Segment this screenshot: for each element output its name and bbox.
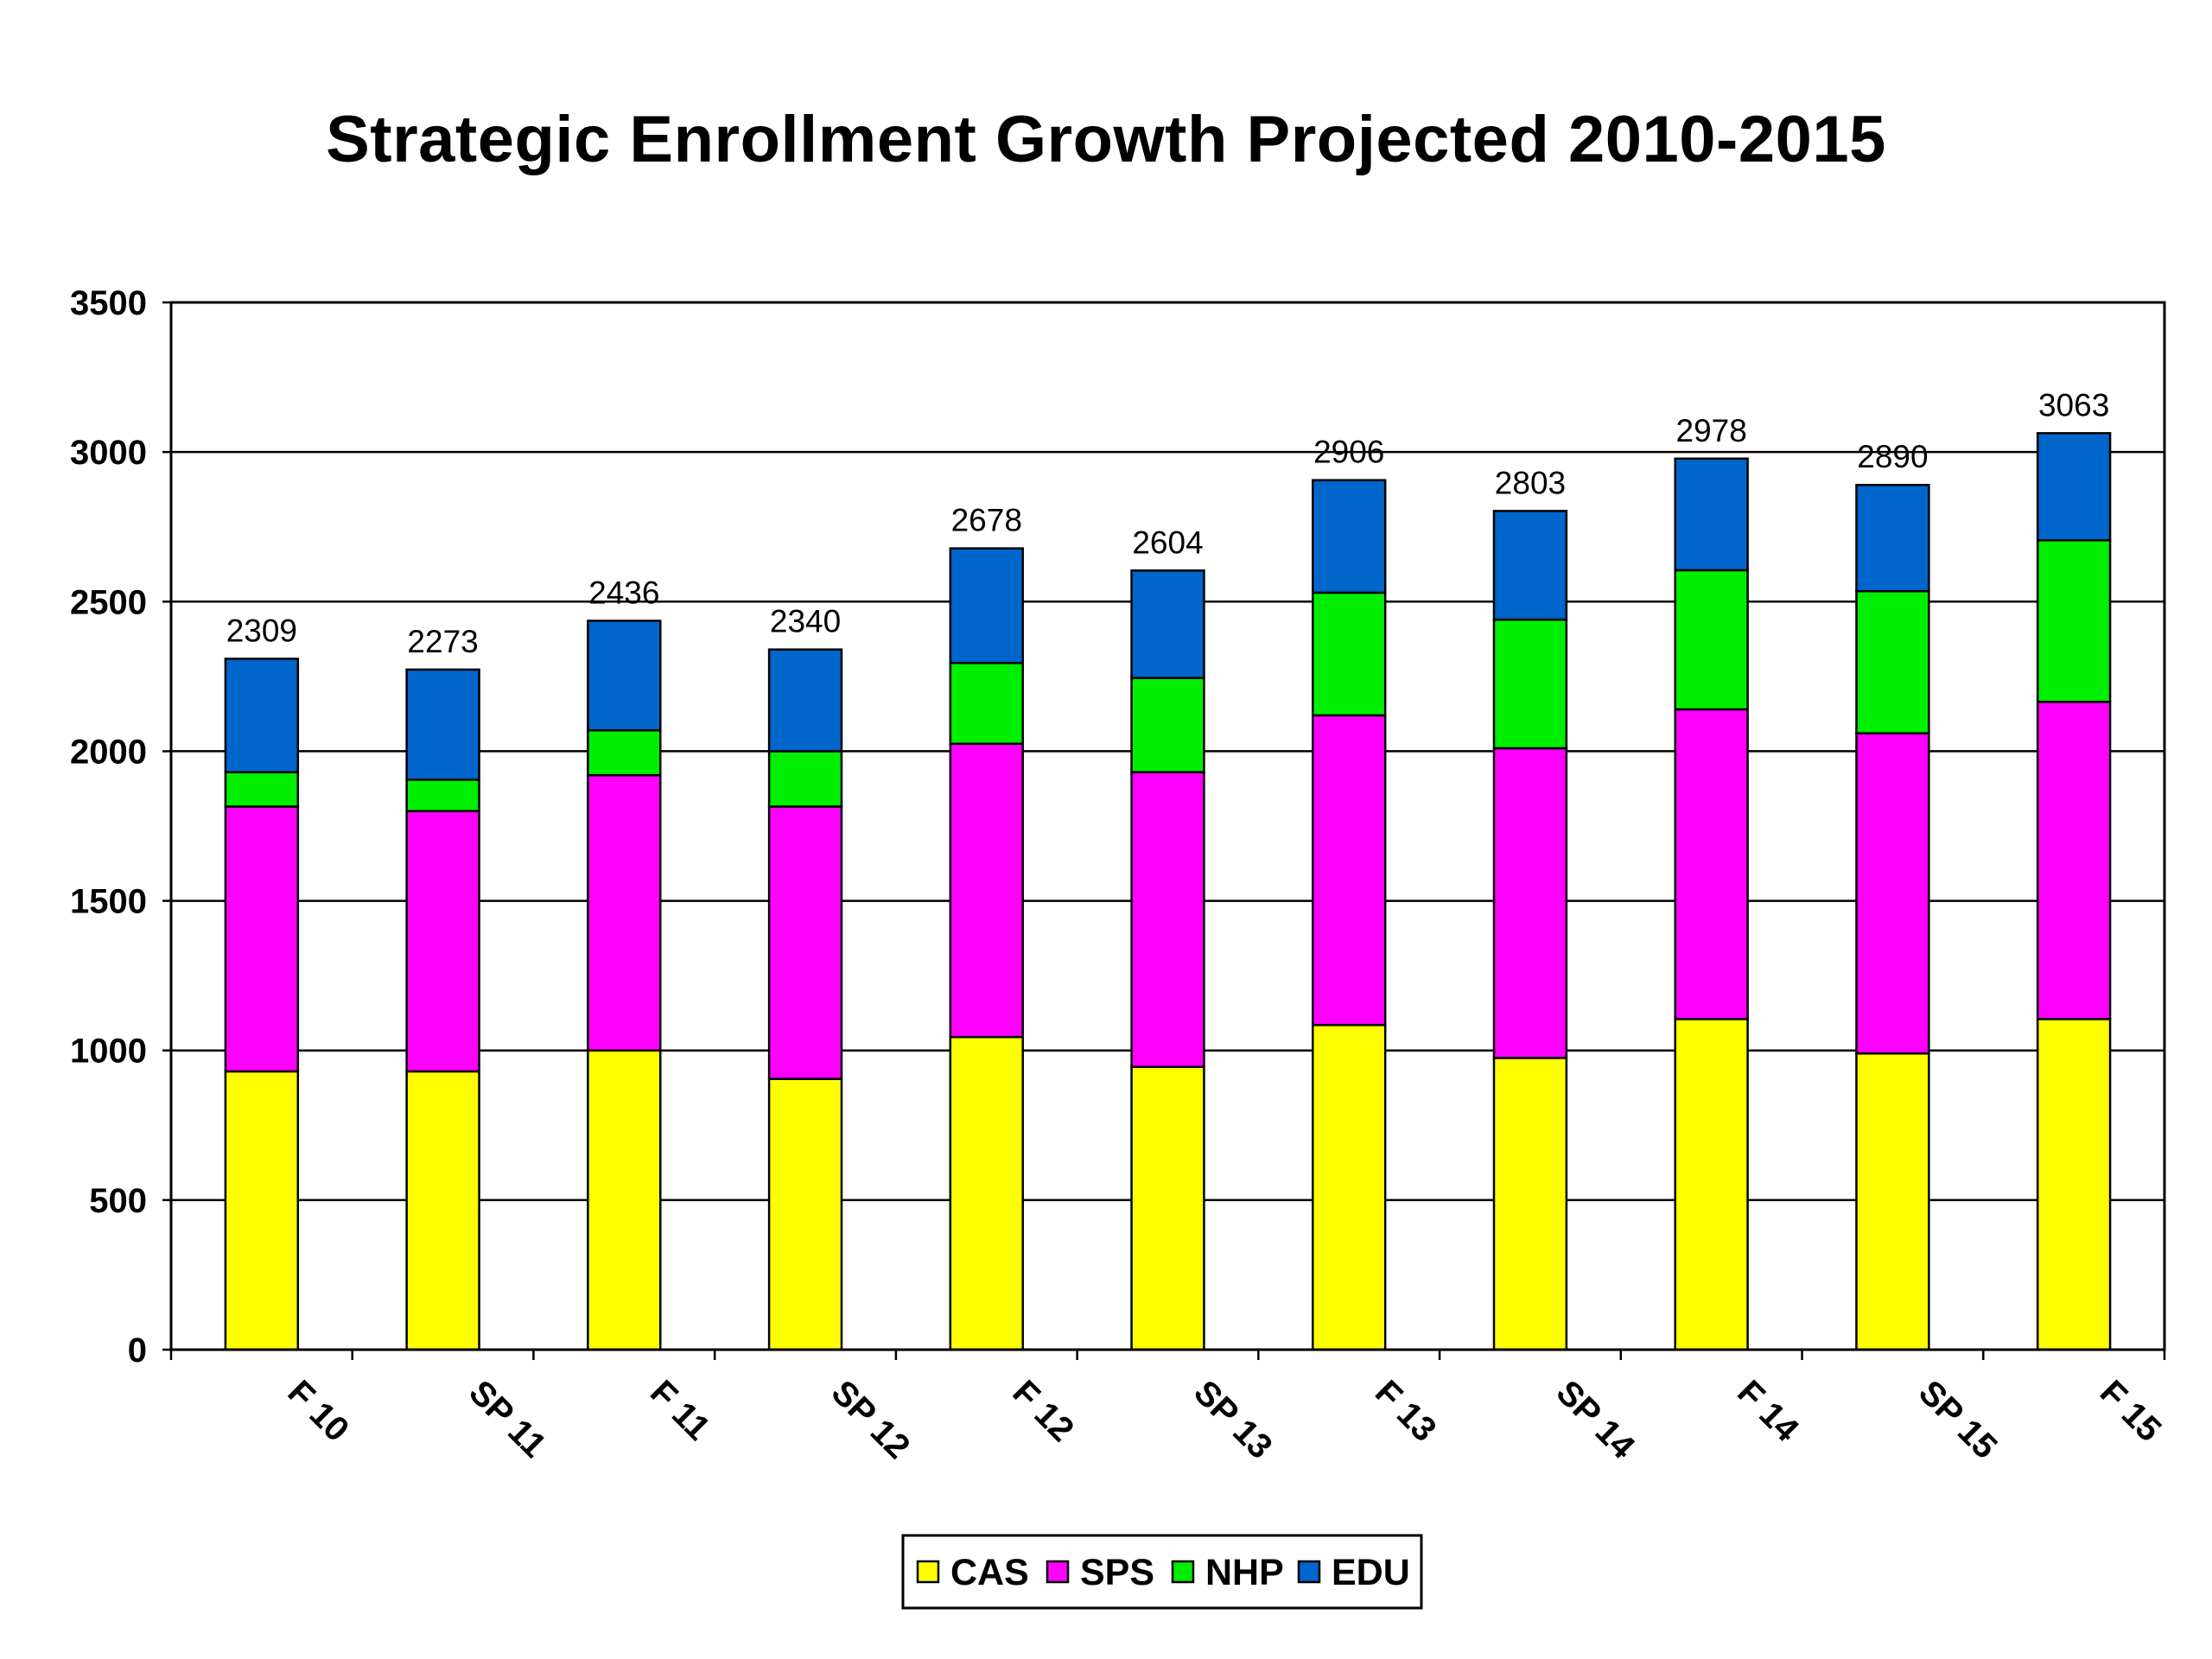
bar-segment-edu <box>1674 457 1749 572</box>
legend-label-edu: EDU <box>1332 1552 1410 1593</box>
y-tick-label: 2500 <box>70 583 147 621</box>
total-data-label: 2906 <box>1313 435 1384 470</box>
x-tick-label: F 15 <box>2093 1373 2169 1449</box>
y-tick-label: 1500 <box>70 883 147 921</box>
legend-label-cas: CAS <box>950 1552 1029 1593</box>
bar-segment-nhp <box>1492 618 1568 750</box>
x-tick-label: SP 15 <box>1911 1373 2005 1466</box>
legend-swatch-cas <box>916 1560 940 1584</box>
bar-segment-cas <box>767 1077 843 1351</box>
bar-segment-cas <box>1674 1018 1749 1351</box>
bar-segment-sps <box>224 805 300 1073</box>
bar-segment-nhp <box>405 779 480 812</box>
total-data-label: 2803 <box>1495 465 1566 500</box>
bar-segment-nhp <box>2036 539 2112 703</box>
bar-segment-edu <box>587 620 662 732</box>
bar-segment-cas <box>949 1035 1024 1351</box>
total-data-label: 2604 <box>1132 524 1203 560</box>
legend: CAS SPS NHP EDU <box>901 1534 1423 1610</box>
bar-segment-nhp <box>949 662 1024 746</box>
total-data-label: 2890 <box>1857 439 1928 474</box>
x-tick-label: F 11 <box>643 1373 717 1447</box>
x-tick-label: F 12 <box>1005 1373 1081 1449</box>
bar-segment-nhp <box>1855 589 1930 734</box>
bar-segment-nhp <box>767 750 843 808</box>
y-tick-label: 3500 <box>70 284 147 322</box>
plot-frame <box>169 301 2166 1351</box>
x-tick-label: SP 11 <box>461 1373 553 1465</box>
bar-segment-cas <box>405 1070 480 1351</box>
y-tick-label: 3000 <box>70 434 147 472</box>
bar-segment-sps <box>949 742 1024 1039</box>
data-labels: 2309 2273 2436 2340 2678 2604 2906 2803 2978 2890… <box>226 387 2110 659</box>
bar-segment-sps <box>1312 714 1387 1027</box>
bar-segment-cas <box>1492 1057 1568 1351</box>
legend-label-nhp: NHP <box>1205 1552 1284 1593</box>
bar-segment-sps <box>2036 701 2112 1020</box>
total-data-label: 3063 <box>2038 387 2109 423</box>
bar-segment-nhp <box>587 728 662 777</box>
bar-segment-cas <box>1855 1052 1930 1351</box>
bar-segment-edu <box>1855 483 1930 593</box>
bar-segment-nhp <box>1674 569 1749 711</box>
bar-segment-nhp <box>1130 677 1205 773</box>
x-tick-label: SP 14 <box>1549 1373 1643 1466</box>
bar-segment-nhp <box>1312 591 1387 717</box>
legend-swatch-sps <box>1046 1560 1070 1584</box>
axes: 0 500 1000 1500 2000 2500 3000 3500 F 10 SP 11 F 1… <box>70 284 2168 1466</box>
total-data-label: 2340 <box>770 604 841 639</box>
bar-segment-edu <box>405 668 480 781</box>
chart-title: Strategic Enrollment Growth Projected 20… <box>326 103 1886 176</box>
bar-segment-cas <box>1312 1024 1387 1351</box>
x-tick-label: F 14 <box>1730 1373 1806 1449</box>
bar-segment-nhp <box>224 771 300 808</box>
legend-box <box>901 1534 1423 1610</box>
bar-segment-cas <box>224 1070 300 1351</box>
y-tick-label: 0 <box>128 1332 147 1370</box>
bars <box>224 432 2112 1351</box>
bar-segment-sps <box>1492 747 1568 1059</box>
total-data-label: 2273 <box>407 624 478 659</box>
bar-segment-edu <box>1492 510 1568 621</box>
bar-segment-edu <box>2036 432 2112 542</box>
x-tick-label: F 10 <box>280 1373 356 1449</box>
bar-segment-edu <box>767 648 843 753</box>
bar-segment-sps <box>1855 732 1930 1055</box>
bar-segment-cas <box>587 1049 662 1351</box>
bar-segment-edu <box>949 547 1024 664</box>
bar-segment-cas <box>1130 1065 1205 1351</box>
total-data-label: 2436 <box>588 575 659 610</box>
total-data-label: 2978 <box>1676 413 1747 448</box>
x-tick-label: SP 13 <box>1186 1373 1280 1466</box>
total-data-label: 2678 <box>951 503 1022 538</box>
bar-segment-sps <box>767 805 843 1080</box>
x-tick-label: SP 12 <box>824 1373 918 1466</box>
bar-segment-cas <box>2036 1018 2112 1351</box>
bar-segment-edu <box>1312 479 1387 594</box>
legend-swatch-nhp <box>1171 1560 1195 1584</box>
total-data-label: 2309 <box>226 613 297 648</box>
y-tick-label: 500 <box>89 1182 147 1220</box>
y-tick-label: 1000 <box>70 1033 147 1071</box>
bar-segment-edu <box>224 658 300 773</box>
bar-segment-sps <box>1674 708 1749 1020</box>
y-tick-label: 2000 <box>70 733 147 771</box>
x-tick-label: F 13 <box>1368 1373 1444 1449</box>
bar-segment-sps <box>405 810 480 1073</box>
legend-label-sps: SPS <box>1080 1552 1154 1593</box>
bar-segment-sps <box>587 773 662 1052</box>
bar-segment-edu <box>1130 569 1205 679</box>
legend-swatch-edu <box>1297 1560 1321 1584</box>
bar-segment-sps <box>1130 771 1205 1069</box>
